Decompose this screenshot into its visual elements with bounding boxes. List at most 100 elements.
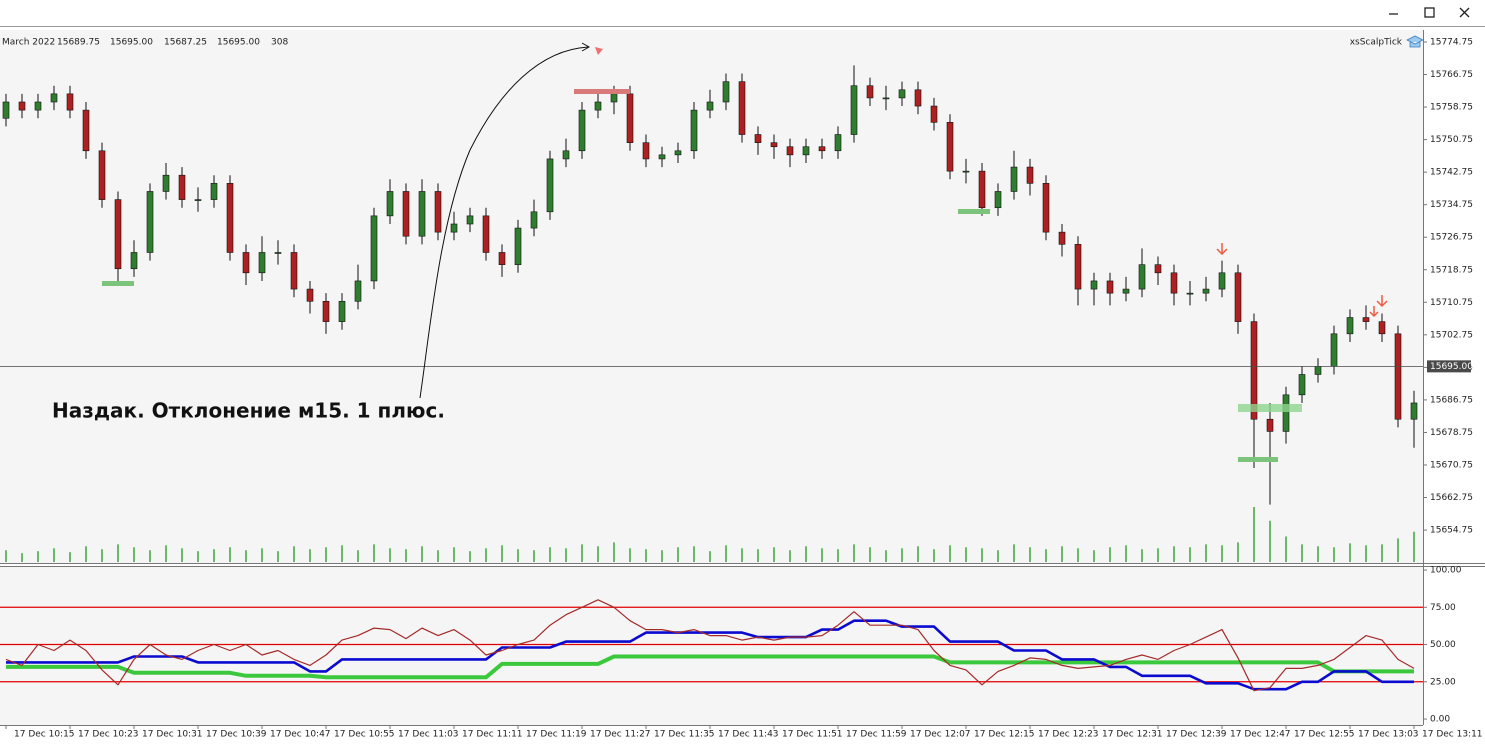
candle-body <box>370 215 378 282</box>
y-tick-label: 15734.75 <box>1430 200 1473 210</box>
candle-body <box>114 199 122 270</box>
y-tick-label: 15710.75 <box>1430 298 1473 308</box>
candle-body <box>18 101 26 111</box>
candle-body <box>1154 264 1162 274</box>
x-tick-label: 17 Dec 12:07 <box>910 730 971 740</box>
signal-marker <box>595 47 603 55</box>
candle-body <box>1010 166 1018 192</box>
candle-body <box>482 215 490 253</box>
header-open: 15689.75 <box>57 38 100 48</box>
candle-body <box>50 93 58 103</box>
candle-body <box>1250 321 1258 420</box>
candle-body <box>194 199 202 201</box>
candle-body <box>1106 280 1114 294</box>
candle-body <box>402 191 410 237</box>
candle-body <box>1378 321 1386 335</box>
candle-body <box>1362 317 1370 322</box>
sell-arrow <box>1369 306 1379 318</box>
candle-body <box>850 85 858 135</box>
candle-body <box>626 93 634 143</box>
current-price-label: 15695.00 <box>1430 362 1473 372</box>
x-tick-label: 17 Dec 12:47 <box>1230 730 1291 740</box>
annotation-arrowhead <box>581 42 591 52</box>
candle-body <box>1266 418 1274 432</box>
x-tick-label: 17 Dec 11:27 <box>590 730 651 740</box>
candle-body <box>578 109 586 152</box>
candle-body <box>98 150 106 200</box>
y-tick-label: 15678.75 <box>1430 428 1473 438</box>
candle-body <box>946 122 954 172</box>
candle-body <box>1186 292 1194 295</box>
y-tick-label: 15726.75 <box>1430 233 1473 243</box>
y-tick-label: 25.00 <box>1430 677 1456 687</box>
x-tick-label: 17 Dec 12:55 <box>1294 730 1355 740</box>
candle-body <box>178 174 186 200</box>
x-tick-label: 17 Dec 10:23 <box>78 730 139 740</box>
candle-body <box>706 101 714 111</box>
candle-body <box>594 101 602 111</box>
candle-body <box>962 170 970 173</box>
maximize-button[interactable] <box>1424 7 1435 18</box>
signals <box>102 42 1388 462</box>
x-tick-label: 17 Dec 12:39 <box>1166 730 1227 740</box>
candle-body <box>1234 272 1242 322</box>
sell-arrow <box>1216 243 1228 256</box>
candle-body <box>818 146 826 152</box>
candle-body <box>306 288 314 302</box>
indicator-name: xsScalpTick <box>1350 38 1403 48</box>
candle-body <box>514 227 522 265</box>
candle-body <box>1346 317 1354 335</box>
candle-body <box>34 101 42 111</box>
candle-body <box>1330 333 1338 367</box>
header-low: 15687.25 <box>164 38 207 48</box>
candle-body <box>2 101 10 119</box>
close-button[interactable] <box>1459 7 1470 18</box>
candle-body <box>274 252 282 254</box>
candle-body <box>450 223 458 233</box>
candle-body <box>498 252 506 265</box>
x-tick-label: 17 Dec 10:39 <box>206 730 267 740</box>
x-tick-label: 17 Dec 10:31 <box>142 730 203 740</box>
x-tick-label: 17 Dec 10:55 <box>334 730 395 740</box>
indicator-line <box>6 619 1414 691</box>
candle-body <box>226 183 234 253</box>
x-tick-label: 17 Dec 11:59 <box>846 730 907 740</box>
x-tick-label: 17 Dec 12:31 <box>1102 730 1163 740</box>
candle-body <box>914 89 922 107</box>
candle-body <box>210 183 218 200</box>
candle-body <box>290 252 298 290</box>
y-tick-label: 75.00 <box>1430 603 1456 613</box>
x-tick-label: 17 Dec 11:19 <box>526 730 587 740</box>
candle-body <box>66 93 74 111</box>
candle-body <box>546 158 554 213</box>
candle-body <box>386 191 394 217</box>
candle-body <box>1170 272 1178 294</box>
signal-zone <box>1238 457 1278 462</box>
y-tick-label: 15758.75 <box>1430 103 1473 113</box>
signal-zone <box>958 209 990 214</box>
candle-body <box>658 154 666 160</box>
candle-body <box>434 191 442 233</box>
candle-body <box>1410 402 1418 420</box>
candle-body <box>674 150 682 156</box>
x-tick-label: 17 Dec 11:11 <box>462 730 523 740</box>
candle-body <box>242 252 250 274</box>
candle-body <box>1138 264 1146 290</box>
header-volume: 308 <box>271 38 288 48</box>
window-controls <box>1389 7 1470 18</box>
y-tick-label: 50.00 <box>1430 640 1456 650</box>
candle-body <box>130 252 138 270</box>
indicator-line <box>6 654 1414 680</box>
y-tick-label: 15750.75 <box>1430 135 1473 145</box>
candle-body <box>738 81 746 135</box>
x-tick-label: 17 Dec 13:03 <box>1358 730 1419 740</box>
y-tick-label: 15654.75 <box>1430 526 1473 536</box>
y-tick-label: 15774.75 <box>1430 37 1473 47</box>
header-close: 15695.00 <box>217 38 260 48</box>
price-pane <box>0 30 1423 563</box>
indicator-chart: 100.00 75.00 50.00 25.00 0.00 <box>0 566 1462 725</box>
candle-body <box>690 109 698 152</box>
y-tick-label: 15670.75 <box>1430 460 1473 470</box>
header-high: 15695.00 <box>110 38 153 48</box>
